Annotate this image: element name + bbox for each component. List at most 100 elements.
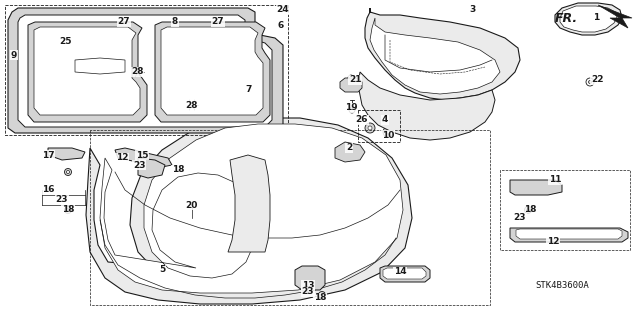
Text: 4: 4: [382, 115, 388, 124]
Circle shape: [135, 69, 141, 75]
Text: 27: 27: [212, 18, 224, 26]
Circle shape: [348, 75, 354, 81]
Circle shape: [177, 168, 179, 172]
Circle shape: [383, 127, 393, 137]
Circle shape: [186, 99, 198, 111]
Text: STK4B3600A: STK4B3600A: [535, 280, 589, 290]
Circle shape: [365, 123, 375, 133]
Text: 1: 1: [593, 13, 599, 23]
Polygon shape: [138, 158, 165, 178]
Text: 23: 23: [132, 160, 145, 169]
Text: 26: 26: [356, 115, 368, 124]
Text: 7: 7: [246, 85, 252, 94]
Circle shape: [122, 28, 126, 32]
Text: 25: 25: [59, 38, 71, 47]
Text: 14: 14: [394, 268, 406, 277]
Polygon shape: [365, 8, 520, 100]
Polygon shape: [510, 180, 562, 195]
Polygon shape: [510, 228, 628, 242]
Circle shape: [464, 56, 472, 64]
Text: 8: 8: [172, 18, 178, 26]
Polygon shape: [28, 22, 147, 122]
Text: 11: 11: [548, 175, 561, 184]
Circle shape: [349, 107, 355, 113]
Polygon shape: [34, 27, 140, 115]
Text: 12: 12: [547, 238, 559, 247]
Circle shape: [416, 48, 424, 56]
Circle shape: [531, 184, 539, 192]
Text: 19: 19: [345, 103, 357, 113]
Text: 18: 18: [61, 205, 74, 214]
Circle shape: [527, 209, 529, 211]
Text: 20: 20: [185, 201, 197, 210]
Circle shape: [368, 126, 372, 130]
Circle shape: [586, 78, 594, 86]
Circle shape: [441, 54, 449, 62]
Polygon shape: [155, 22, 270, 122]
Polygon shape: [555, 3, 622, 35]
Text: 18: 18: [524, 205, 536, 214]
Circle shape: [188, 201, 196, 209]
Text: 18: 18: [314, 293, 326, 302]
Circle shape: [525, 206, 531, 213]
Polygon shape: [598, 5, 632, 28]
Text: 22: 22: [591, 76, 604, 85]
Polygon shape: [340, 78, 362, 92]
Circle shape: [216, 28, 220, 32]
Text: 24: 24: [276, 5, 289, 14]
Polygon shape: [86, 118, 412, 304]
Polygon shape: [335, 142, 365, 162]
Text: 27: 27: [118, 18, 131, 26]
Circle shape: [391, 41, 399, 49]
Circle shape: [132, 66, 144, 78]
Text: 5: 5: [159, 265, 165, 275]
Circle shape: [605, 15, 611, 21]
Polygon shape: [8, 8, 283, 133]
Polygon shape: [161, 27, 263, 115]
Polygon shape: [358, 72, 495, 140]
Text: 2: 2: [346, 144, 352, 152]
Circle shape: [567, 15, 573, 21]
Polygon shape: [48, 148, 85, 160]
Circle shape: [67, 170, 70, 174]
Text: 13: 13: [301, 280, 314, 290]
Polygon shape: [18, 15, 272, 127]
Text: 18: 18: [172, 166, 184, 174]
Text: 3: 3: [469, 5, 475, 14]
Circle shape: [65, 206, 72, 213]
Text: 9: 9: [11, 50, 17, 60]
Text: FR.: FR.: [555, 11, 578, 25]
Text: 17: 17: [42, 151, 54, 160]
Circle shape: [120, 26, 128, 34]
Circle shape: [589, 80, 591, 84]
Text: 23: 23: [56, 196, 68, 204]
Text: 23: 23: [301, 287, 314, 296]
Text: 16: 16: [42, 186, 54, 195]
Polygon shape: [100, 124, 403, 293]
Text: 21: 21: [349, 76, 361, 85]
Text: 12: 12: [116, 153, 128, 162]
Polygon shape: [516, 229, 622, 239]
Text: 23: 23: [514, 213, 526, 222]
Circle shape: [319, 292, 326, 299]
Text: 28: 28: [131, 68, 143, 77]
Polygon shape: [115, 148, 172, 167]
Circle shape: [486, 54, 494, 62]
Circle shape: [175, 167, 182, 174]
Circle shape: [592, 19, 598, 25]
Circle shape: [214, 26, 222, 34]
Text: 15: 15: [136, 151, 148, 160]
Text: 10: 10: [382, 130, 394, 139]
Text: 28: 28: [186, 100, 198, 109]
Circle shape: [577, 19, 583, 25]
Circle shape: [65, 168, 72, 175]
Polygon shape: [75, 58, 125, 74]
Circle shape: [189, 102, 195, 108]
Polygon shape: [380, 266, 430, 282]
Polygon shape: [228, 155, 270, 252]
Polygon shape: [370, 18, 500, 94]
Circle shape: [67, 209, 70, 211]
Circle shape: [386, 130, 390, 134]
Text: 6: 6: [278, 20, 284, 29]
Polygon shape: [295, 266, 325, 290]
